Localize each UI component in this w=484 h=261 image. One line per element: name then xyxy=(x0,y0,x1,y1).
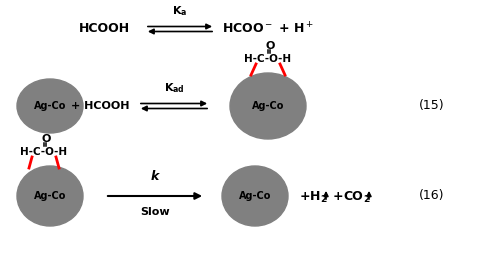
Text: + HCOOH: + HCOOH xyxy=(71,101,129,111)
Text: CO: CO xyxy=(343,189,363,203)
Text: $\mathbf{K_{ad}}$: $\mathbf{K_{ad}}$ xyxy=(164,81,184,95)
Text: 2: 2 xyxy=(363,195,369,205)
Text: Ag-Co: Ag-Co xyxy=(34,101,66,111)
Text: Slow: Slow xyxy=(140,207,170,217)
Text: Ag-Co: Ag-Co xyxy=(239,191,271,201)
Text: HCOO$^-$ + H$^+$: HCOO$^-$ + H$^+$ xyxy=(222,21,314,37)
Text: (15): (15) xyxy=(419,99,445,112)
Text: +: + xyxy=(333,189,344,203)
Text: 2: 2 xyxy=(320,195,326,205)
Ellipse shape xyxy=(17,166,83,226)
Text: H-C-O-H: H-C-O-H xyxy=(20,147,68,157)
Ellipse shape xyxy=(222,166,288,226)
Text: Ag-Co: Ag-Co xyxy=(34,191,66,201)
Text: O: O xyxy=(265,41,275,51)
Text: k: k xyxy=(151,170,159,183)
Text: (16): (16) xyxy=(419,189,445,203)
Text: $\mathbf{K_a}$: $\mathbf{K_a}$ xyxy=(172,4,188,18)
Text: Ag-Co: Ag-Co xyxy=(252,101,284,111)
Ellipse shape xyxy=(17,79,83,133)
Text: O: O xyxy=(41,134,51,144)
Text: H: H xyxy=(310,189,320,203)
Text: H-C-O-H: H-C-O-H xyxy=(244,54,291,64)
Ellipse shape xyxy=(230,73,306,139)
Text: +: + xyxy=(300,189,311,203)
Text: HCOOH: HCOOH xyxy=(78,22,130,35)
